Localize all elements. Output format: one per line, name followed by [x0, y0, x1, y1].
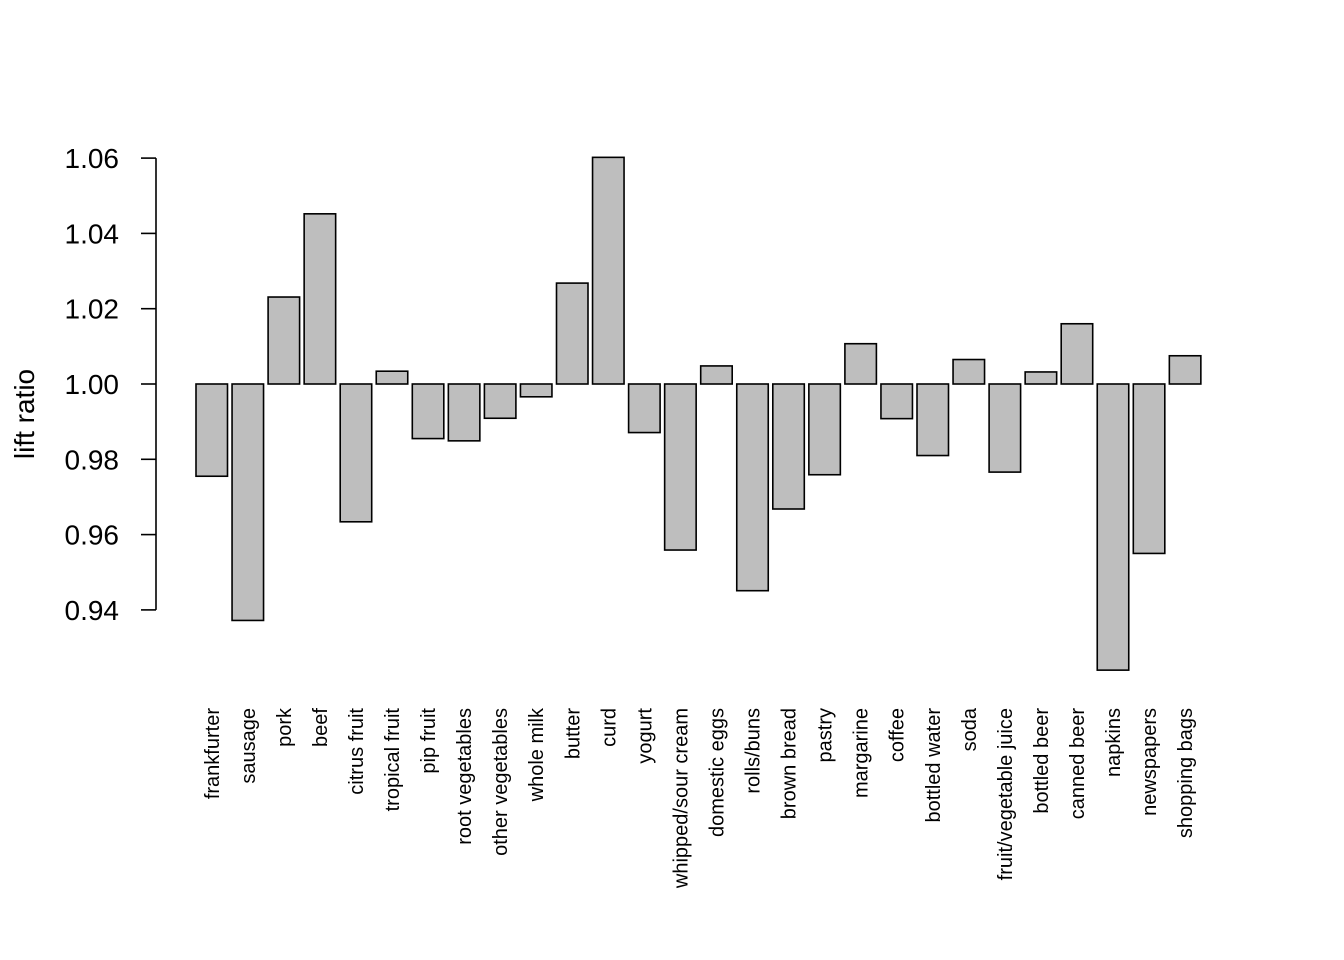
- bar: [411, 383, 445, 440]
- category-labels-group: frankfurter sausage pork beef citrus fruit tr…: [202, 707, 1197, 889]
- x-tick-label: tropical fruit: [382, 708, 404, 812]
- bar: [916, 383, 950, 457]
- x-tick-label: bottled water: [923, 708, 945, 823]
- x-tick-label: shopping bags: [1175, 708, 1197, 838]
- bars-group: [195, 156, 1202, 671]
- bar: [808, 383, 842, 476]
- bar: [1096, 383, 1130, 671]
- x-tick-label: curd: [598, 708, 620, 747]
- bar: [447, 383, 481, 442]
- bar: [231, 383, 265, 622]
- y-tick-label: 1.02: [65, 294, 120, 325]
- bar: [844, 342, 878, 385]
- y-axis: 0.94 0.96 0.98 1.00 1.02 1.04 1.06: [65, 143, 157, 626]
- bar: [952, 358, 986, 385]
- y-tick-label: 0.96: [65, 520, 120, 551]
- bar: [735, 383, 770, 592]
- x-tick-label: sausage: [238, 708, 260, 784]
- bar: [375, 370, 409, 385]
- x-tick-label: fruit/vegetable juice: [995, 708, 1017, 880]
- x-tick-label: rolls/buns: [743, 708, 765, 794]
- x-tick-label: frankfurter: [202, 708, 224, 799]
- bar: [339, 383, 373, 523]
- bar: [195, 383, 229, 478]
- x-tick-label: whole milk: [526, 707, 548, 802]
- x-tick-label: root vegetables: [454, 708, 476, 845]
- x-tick-label: canned beer: [1067, 708, 1089, 820]
- y-tick-label: 0.98: [65, 444, 120, 475]
- bar: [267, 296, 301, 385]
- x-tick-label: newspapers: [1139, 708, 1161, 816]
- bar: [627, 383, 661, 434]
- x-tick-label: margarine: [851, 708, 873, 798]
- x-tick-label: napkins: [1103, 708, 1125, 777]
- x-tick-label: citrus fruit: [346, 708, 368, 795]
- y-tick-label: 0.94: [65, 595, 120, 626]
- x-tick-label: whipped/sour cream: [670, 708, 692, 889]
- bar: [591, 156, 625, 385]
- bar: [1168, 354, 1202, 385]
- bar: [519, 383, 553, 398]
- x-tick-label: beef: [310, 708, 332, 747]
- y-tick-label: 1.04: [65, 218, 120, 249]
- bar: [1024, 371, 1058, 385]
- bar: [555, 282, 589, 385]
- y-tick-label: 1.06: [65, 143, 120, 174]
- x-tick-label: pastry: [815, 708, 837, 762]
- x-tick-label: yogurt: [634, 708, 656, 764]
- x-tick-label: soda: [959, 707, 981, 751]
- bar: [483, 383, 517, 420]
- bar: [663, 383, 697, 551]
- bar: [1060, 322, 1094, 385]
- bar: [771, 383, 806, 510]
- bar: [1132, 383, 1166, 555]
- x-tick-label: other vegetables: [490, 708, 512, 856]
- x-tick-label: domestic eggs: [706, 708, 728, 837]
- x-tick-label: pip fruit: [418, 708, 440, 774]
- y-axis-title: lift ratio: [9, 369, 40, 459]
- bar: [303, 213, 337, 385]
- bar: [880, 383, 914, 420]
- bar: [699, 365, 734, 385]
- y-tick-label: 1.00: [65, 369, 120, 400]
- x-tick-label: brown bread: [779, 708, 801, 819]
- x-tick-label: butter: [562, 708, 584, 759]
- x-tick-label: bottled beer: [1031, 708, 1053, 814]
- x-tick-label: coffee: [887, 708, 909, 762]
- x-tick-label: pork: [274, 707, 296, 747]
- bar: [988, 383, 1022, 473]
